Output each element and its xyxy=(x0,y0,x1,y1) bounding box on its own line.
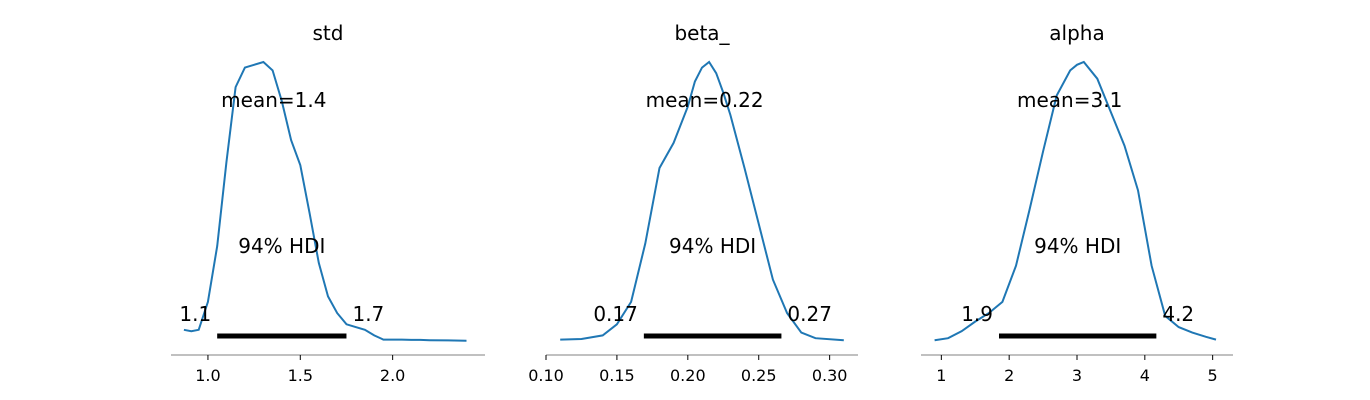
x-tick-label: 0.30 xyxy=(812,366,848,385)
panel-3: alpha mean=3.1 94% HDI 1.9 4.2 1 2 3 4 5 xyxy=(921,21,1233,385)
mean-label: mean=1.4 xyxy=(221,88,326,112)
panel-2: beta_ mean=0.22 94% HDI 0.17 0.27 0.10 0.15 0.2… xyxy=(528,21,858,385)
hdi-low-label: 1.9 xyxy=(961,302,993,326)
hdi-label: 94% HDI xyxy=(238,234,325,258)
x-tick-label: 1 xyxy=(936,366,946,385)
x-tick-label: 0.20 xyxy=(670,366,706,385)
hdi-low-label: 0.17 xyxy=(593,302,638,326)
panel-title: std xyxy=(313,21,344,45)
x-tick-label: 0.10 xyxy=(528,366,564,385)
x-tick-label: 0.25 xyxy=(741,366,777,385)
hdi-high-label: 0.27 xyxy=(787,302,832,326)
x-tick-label: 0.15 xyxy=(599,366,635,385)
density-curve xyxy=(560,60,844,342)
x-tick-label: 1.5 xyxy=(288,366,313,385)
x-tick-label: 4 xyxy=(1140,366,1150,385)
hdi-high-label: 4.2 xyxy=(1162,302,1194,326)
density-curve xyxy=(183,60,467,342)
x-tick-label: 2.0 xyxy=(380,366,405,385)
panel-1: std mean=1.4 94% HDI 1.1 1.7 1.0 1.5 2.0 xyxy=(171,21,485,385)
x-tick-label: 1.0 xyxy=(195,366,220,385)
mean-label: mean=3.1 xyxy=(1017,88,1122,112)
hdi-low-label: 1.1 xyxy=(179,302,211,326)
density-curve xyxy=(934,60,1217,342)
panel-title: beta_ xyxy=(674,21,730,45)
panel-title: alpha xyxy=(1049,21,1104,45)
mean-label: mean=0.22 xyxy=(646,88,764,112)
x-tick-label: 5 xyxy=(1208,366,1218,385)
x-tick-label: 2 xyxy=(1004,366,1014,385)
x-tick-label: 3 xyxy=(1072,366,1082,385)
hdi-label: 94% HDI xyxy=(1034,234,1121,258)
hdi-label: 94% HDI xyxy=(669,234,756,258)
hdi-high-label: 1.7 xyxy=(352,302,384,326)
